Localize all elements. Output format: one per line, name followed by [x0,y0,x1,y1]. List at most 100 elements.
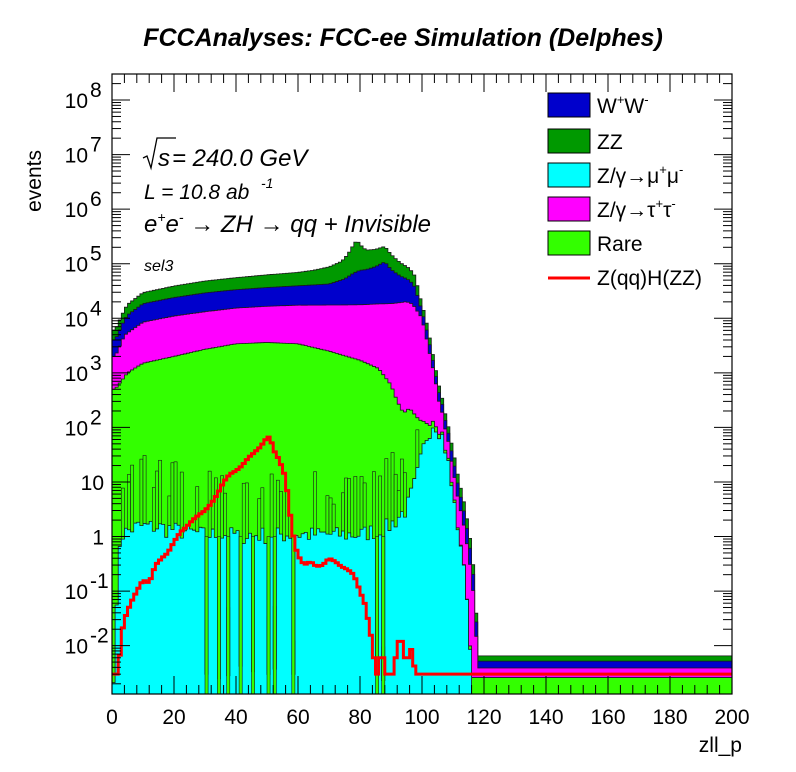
mumu-dip [266,536,271,695]
y-tick-exponent: -2 [90,625,109,648]
legend-label-zmumu-sup1: + [659,162,667,177]
legend-label-ztautau-sup1: + [655,196,663,211]
x-tick-label: 120 [466,706,501,729]
x-tick-label: 20 [162,706,185,729]
legend-swatch-rare [547,230,591,256]
y-tick-label: 10 [65,363,88,386]
rare-spike [341,492,345,532]
lumi-exponent: -1 [261,175,273,191]
rare-spike [325,495,330,535]
sqrt-s-text: s [158,145,170,172]
rare-spike [142,455,147,524]
legend-label-rare: Rare [597,233,643,256]
y-tick-exponent: 5 [90,243,102,266]
signal-line [112,435,732,676]
rare-spike [279,491,283,535]
rare-spike [269,473,274,538]
mumu-dip [217,536,221,695]
rare-spike [362,482,367,528]
y-tick-label: 10 [81,472,104,495]
x-tick-label: 80 [348,706,371,729]
rare-spike [195,486,200,533]
rare-spike [245,482,249,539]
rare-spike [403,472,407,518]
rare-spike [173,461,178,524]
rare-spike [399,458,404,512]
x-tick-label: 160 [590,706,625,729]
process-annotation: e+e- → ZH → qq + Invisible [144,209,431,238]
x-tick-label: 0 [106,706,118,729]
mumu-dip [251,536,255,695]
x-axis-label: zll_p [699,734,742,757]
mumu-dip [291,536,296,695]
legend-label-ztautau-base: Z/γ→τ [597,199,656,222]
legend-label-ztautau-mid: τ [663,199,672,222]
rare-spike [241,482,246,544]
rare-spike [359,476,364,530]
rare-spike [390,452,395,522]
rare-spike [167,495,172,526]
y-tick-exponent: 7 [90,134,102,157]
rare-spike [347,478,352,534]
mumu-dip [226,536,231,695]
histogram-stack [111,241,733,695]
y-tick-exponent: 6 [90,188,102,211]
y-tick-exponent: 3 [90,352,102,375]
mumu-dip [204,536,209,695]
x-tick-label: 200 [714,706,749,729]
rare-spike [130,464,135,533]
energy-text: = 240.0 GeV [172,145,309,172]
legend-label-ww-sup2: - [644,92,648,107]
legend-label-zmumu-sup2: - [679,162,683,177]
legend-label-zmumu-base: Z/γ→μ [597,165,659,188]
y-tick-label: 1 [92,527,104,550]
svg-text:Z/γ→τ+τ-: Z/γ→τ+τ- [597,196,676,222]
legend-label-zz: ZZ [597,131,623,154]
legend-label-ztautau-sup2: - [671,196,675,211]
rare-spike [260,487,265,529]
rare-spike [415,429,420,468]
legend-swatch-ww [547,92,591,118]
y-tick-label: 10 [65,254,88,277]
selection-label: sel3 [144,258,173,275]
legend-label-ww-base: W [597,95,617,118]
legend-label-zmumu-mid: μ [667,165,679,188]
rare-spike [353,476,358,538]
mumu-dip [238,536,243,695]
luminosity-annotation: L = 10.8 ab -1 [144,175,273,204]
rare-spike [372,471,376,539]
x-tick-label: 40 [224,706,247,729]
rare-spike [139,458,144,526]
rare-spike [328,497,333,535]
y-tick-label: 10 [65,636,88,659]
process-e1: e [144,211,157,238]
legend-label-ww-sup1: + [617,92,625,107]
process-sup1: + [157,209,165,225]
x-tick-label: 180 [652,706,687,729]
mumu-dip [272,536,277,695]
rare-spike [384,458,389,520]
rare-spike [127,474,131,531]
rare-spike [223,492,228,536]
process-rest: → ZH → qq + Invisible [184,211,431,238]
svg-text:Z/γ→μ+μ-: Z/γ→μ+μ- [597,162,683,188]
rare-spike [121,487,125,540]
rare-spike [378,475,383,536]
y-tick-label: 10 [65,199,88,222]
legend-label-ww-mid: W [624,95,644,118]
rare-spike [275,479,280,529]
legend-swatch-ztautau [547,196,591,222]
process-e2: e [166,211,179,238]
svg-text:W+W-: W+W- [597,92,649,118]
x-tick-label: 140 [528,706,563,729]
y-tick-exponent: 8 [90,79,102,102]
y-tick-label: 10 [65,308,88,331]
y-tick-label: 10 [65,90,88,113]
rare-spike [331,503,336,532]
x-tick-label: 60 [286,706,309,729]
process-sup2: - [179,209,184,225]
legend: W+W- ZZ Z/γ→μ+μ- Z/γ→τ+τ- Rare Z(qq)H(ZZ… [547,92,702,290]
x-tick-label: 100 [404,706,439,729]
rare-spike [257,498,262,541]
